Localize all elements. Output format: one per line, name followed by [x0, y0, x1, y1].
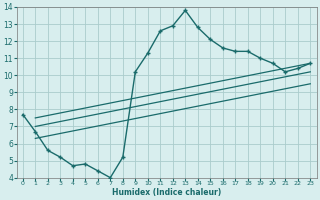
X-axis label: Humidex (Indice chaleur): Humidex (Indice chaleur) [112, 188, 221, 197]
